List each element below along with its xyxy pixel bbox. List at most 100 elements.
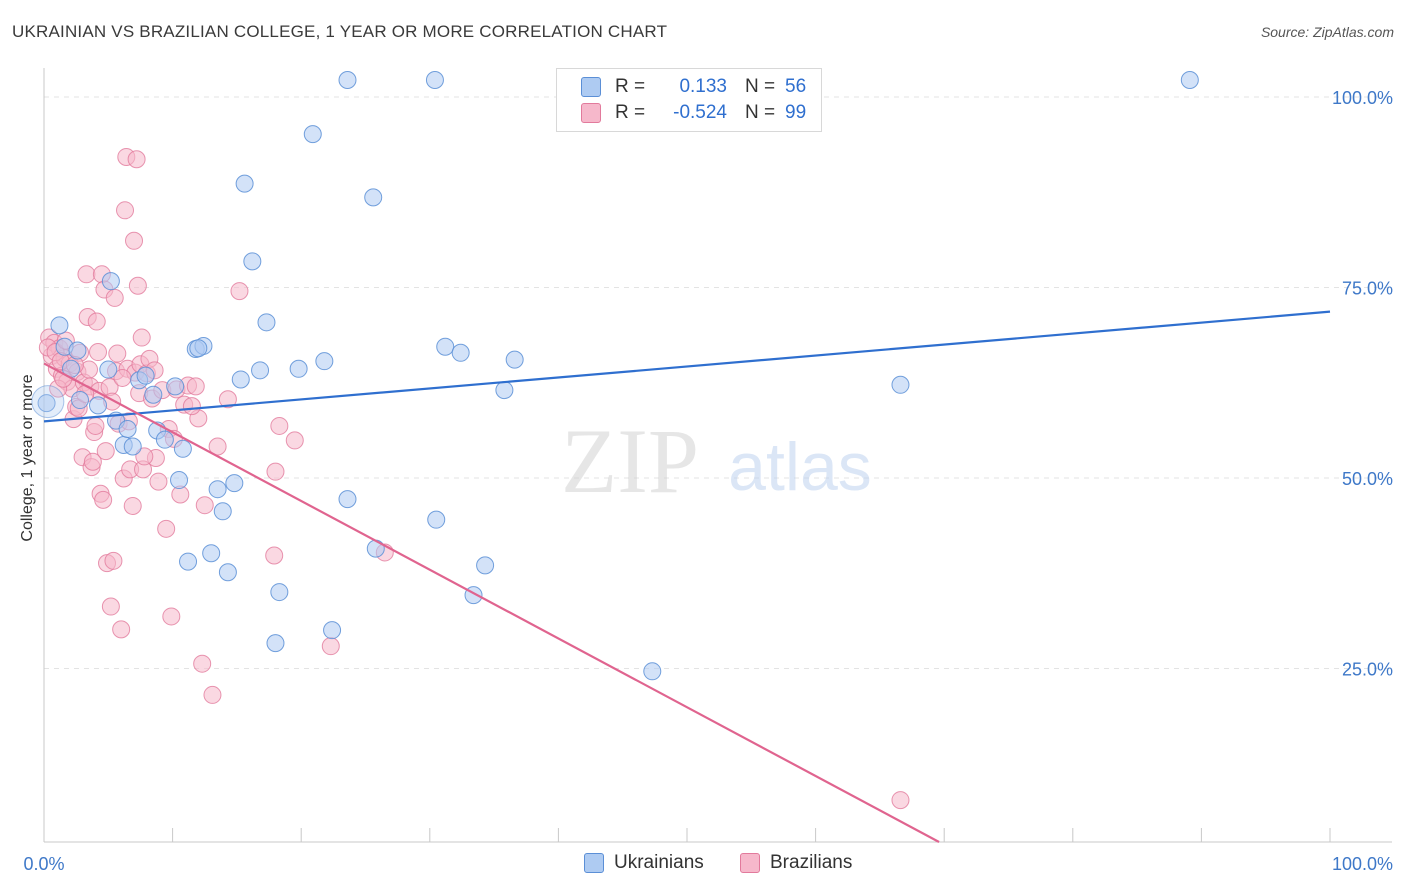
ukrainians-point: [136, 366, 155, 385]
correlation-legend: R = 0.133 N = 56 R = -0.524 N = 99: [556, 68, 822, 132]
brazilians-point: [108, 344, 127, 363]
ukrainians-point: [50, 316, 69, 335]
legend-n-label: N =: [745, 102, 776, 123]
y-tick-label: 25.0%: [1342, 660, 1393, 680]
y-tick-label: 75.0%: [1342, 279, 1393, 299]
ukrainians-point: [166, 377, 185, 396]
ukrainians-point: [364, 188, 383, 207]
ukrainians-point: [436, 337, 455, 356]
brazilians-point: [104, 551, 123, 570]
legend-n-value: 99: [785, 102, 807, 123]
ukrainians-point: [71, 391, 90, 410]
tick-labels: 25.0% 50.0% 75.0% 100.0% 0.0% 100.0%: [23, 88, 1393, 874]
brazilians-point: [128, 276, 147, 295]
legend-row-ukrainians: R = 0.133 N = 56: [581, 75, 806, 99]
ukrainians-point: [202, 544, 221, 563]
brazilians-point: [270, 416, 289, 435]
brazilians-point: [149, 472, 168, 491]
brazilians-point: [208, 437, 227, 456]
y-tick-label: 50.0%: [1342, 469, 1393, 489]
brazilians-point: [265, 546, 284, 565]
brazilians-point: [127, 150, 146, 169]
legend-row-brazilians: R = -0.524 N = 99: [581, 101, 806, 125]
ukrainians-point: [315, 352, 334, 371]
ukrainians-point: [173, 439, 192, 458]
legend-swatch-pink: [740, 853, 760, 873]
brazilians-point: [94, 490, 113, 509]
ukrainians-point: [505, 350, 524, 369]
brazilians-point: [285, 431, 304, 450]
ukrainians-point: [89, 396, 108, 415]
brazilians-point: [116, 201, 135, 220]
ukrainians-point: [251, 361, 270, 380]
legend-r-value: 0.133: [679, 76, 727, 97]
ukrainians-point: [891, 375, 910, 394]
ukrainians-point: [225, 474, 244, 493]
ukrainians-point: [144, 385, 163, 404]
legend-r-label: R =: [615, 102, 646, 123]
series-legend-brazilians[interactable]: Brazilians: [740, 852, 852, 874]
brazilians-point: [135, 447, 154, 466]
brazilians-point: [112, 620, 131, 639]
brazilians-trend-line: [43, 362, 940, 843]
brazilians-point: [105, 288, 124, 307]
ukrainians-point: [189, 339, 208, 358]
series-legend-ukrainians[interactable]: Ukrainians: [584, 852, 704, 874]
ukrainians-point: [99, 360, 118, 379]
y-tick-label: 100.0%: [1332, 88, 1393, 108]
ukrainians-points: [31, 71, 1199, 681]
ukrainians-point: [101, 272, 120, 291]
ukrainians-point: [338, 490, 357, 509]
brazilians-point: [96, 442, 115, 461]
brazilians-point: [101, 597, 120, 616]
legend-r-value: -0.524: [673, 102, 727, 123]
trend-lines: [43, 310, 1331, 843]
ukrainians-point: [68, 341, 87, 360]
ukrainians-point: [289, 359, 308, 378]
x-tick-label: 0.0%: [23, 854, 64, 874]
legend-swatch-blue: [584, 853, 604, 873]
ukrainians-point: [1180, 71, 1199, 89]
ukrainians-point: [338, 71, 357, 89]
ukrainians-point: [323, 621, 342, 640]
brazilians-point: [266, 462, 285, 481]
ukrainians-point: [213, 502, 232, 521]
legend-r-label: R =: [615, 76, 646, 97]
brazilians-point: [87, 312, 106, 331]
ukrainians-point: [266, 634, 285, 653]
ukrainians-point: [37, 394, 56, 413]
watermark-zip: ZIP: [561, 410, 699, 512]
brazilians-point: [77, 265, 96, 284]
ukrainians-point: [118, 419, 137, 438]
gridlines: [44, 96, 1392, 669]
ukrainians-point: [303, 125, 322, 144]
brazilians-point: [132, 328, 151, 347]
brazilians-point: [123, 496, 142, 515]
ukrainians-point: [170, 471, 189, 490]
series-legend-label: Ukrainians: [614, 852, 704, 873]
brazilians-point: [86, 416, 105, 435]
ukrainians-point: [235, 174, 254, 193]
ukrainians-point: [231, 370, 250, 389]
source-label: Source: ZipAtlas.com: [1260, 24, 1394, 40]
ukrainians-point: [427, 510, 446, 529]
brazilians-point: [186, 377, 205, 396]
chart-title: UKRAINIAN VS BRAZILIAN COLLEGE, 1 YEAR O…: [12, 22, 668, 41]
ukrainians-point: [366, 539, 385, 558]
ukrainians-point: [451, 343, 470, 362]
brazilians-point: [230, 282, 249, 301]
brazilians-point: [195, 496, 214, 515]
ukrainians-point: [270, 583, 289, 602]
x-tick-label: 100.0%: [1332, 854, 1393, 874]
ukrainians-point: [179, 552, 198, 571]
ukrainians-trend-line: [43, 310, 1331, 423]
ukrainians-point: [123, 437, 142, 456]
brazilians-point: [321, 637, 340, 656]
series-legend: Ukrainians Brazilians: [0, 852, 1406, 876]
ukrainians-point: [425, 71, 444, 89]
ukrainians-point: [643, 662, 662, 681]
legend-swatch-blue: [581, 77, 601, 97]
brazilians-point: [203, 685, 222, 704]
ukrainians-point: [243, 252, 262, 271]
brazilians-point: [83, 452, 102, 471]
